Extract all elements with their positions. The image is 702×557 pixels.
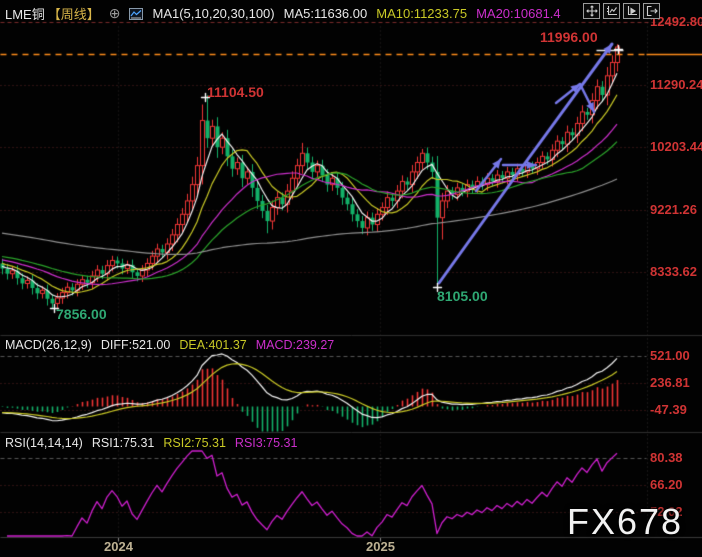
price-axis-tick: 12492.80 [650,14,702,29]
price-axis-tick: 8333.62 [650,264,697,279]
indicator-thumbnail-icon[interactable] [129,7,144,20]
compare-icon[interactable]: ⊕ [108,5,121,21]
indicator-pane-button[interactable] [603,3,620,19]
rsi-axis-tick: 66.20 [650,477,683,492]
ma10-value: MA10:11233.75 [376,6,468,21]
timeframe-label[interactable]: 【周线】 [47,7,100,22]
macd-value: MACD:239.27 [255,338,335,352]
crosshair-tool-button[interactable] [583,3,600,19]
time-axis-tick: 2025 [366,539,395,554]
macd-axis-tick: 236.81 [650,375,690,390]
macd-diff-value: DIFF:521.00 [100,338,171,352]
price-axis-tick: 11290.24 [650,77,702,92]
price-annotation: 11104.50 [207,84,264,100]
price-axis-tick: 9221.26 [650,202,697,217]
time-axis-tick: 2024 [104,539,133,554]
macd-settings-label[interactable]: MACD(26,12,9) [5,338,92,352]
price-axis-tick: 10203.44 [650,139,702,154]
macd-axis-tick: 521.00 [650,348,690,363]
rsi3-value: RSI3:75.31 [234,436,298,450]
rsi-axis-tick: 80.38 [650,450,683,465]
rsi2-value: RSI2:75.31 [163,436,226,450]
chart-toolbar [583,3,660,19]
rsi-indicator-bar: RSI(14,14,14) RSI1:75.31 RSI2:75.31 RSI3… [5,436,297,450]
macd-indicator-bar: MACD(26,12,9) DIFF:521.00 DEA:401.37 MAC… [5,338,334,352]
price-annotation: 11996.00 [540,29,598,45]
axis-play-button[interactable] [623,3,640,19]
macd-dea-value: DEA:401.37 [179,338,247,352]
rsi1-value: RSI1:75.31 [91,436,155,450]
ma-settings-label[interactable]: MA1(5,10,20,30,100) [152,6,275,21]
macd-axis-tick: -47.39 [650,402,687,417]
ma20-value: MA20:10681.4 [476,6,561,21]
price-annotation: 8105.00 [437,288,488,304]
rsi-settings-label[interactable]: RSI(14,14,14) [5,436,83,450]
price-annotation: 7856.00 [56,306,107,322]
main-indicator-bar: LME铜 【周线】 ⊕ MA1(5,10,20,30,100) MA5:1163… [5,4,561,23]
symbol-name[interactable]: LME铜 [5,7,45,22]
exit-pane-button[interactable] [643,3,660,19]
rsi-axis-tick: 52.02 [650,504,683,519]
watermark: FX678 [567,501,684,542]
ma5-value: MA5:11636.00 [283,6,368,21]
